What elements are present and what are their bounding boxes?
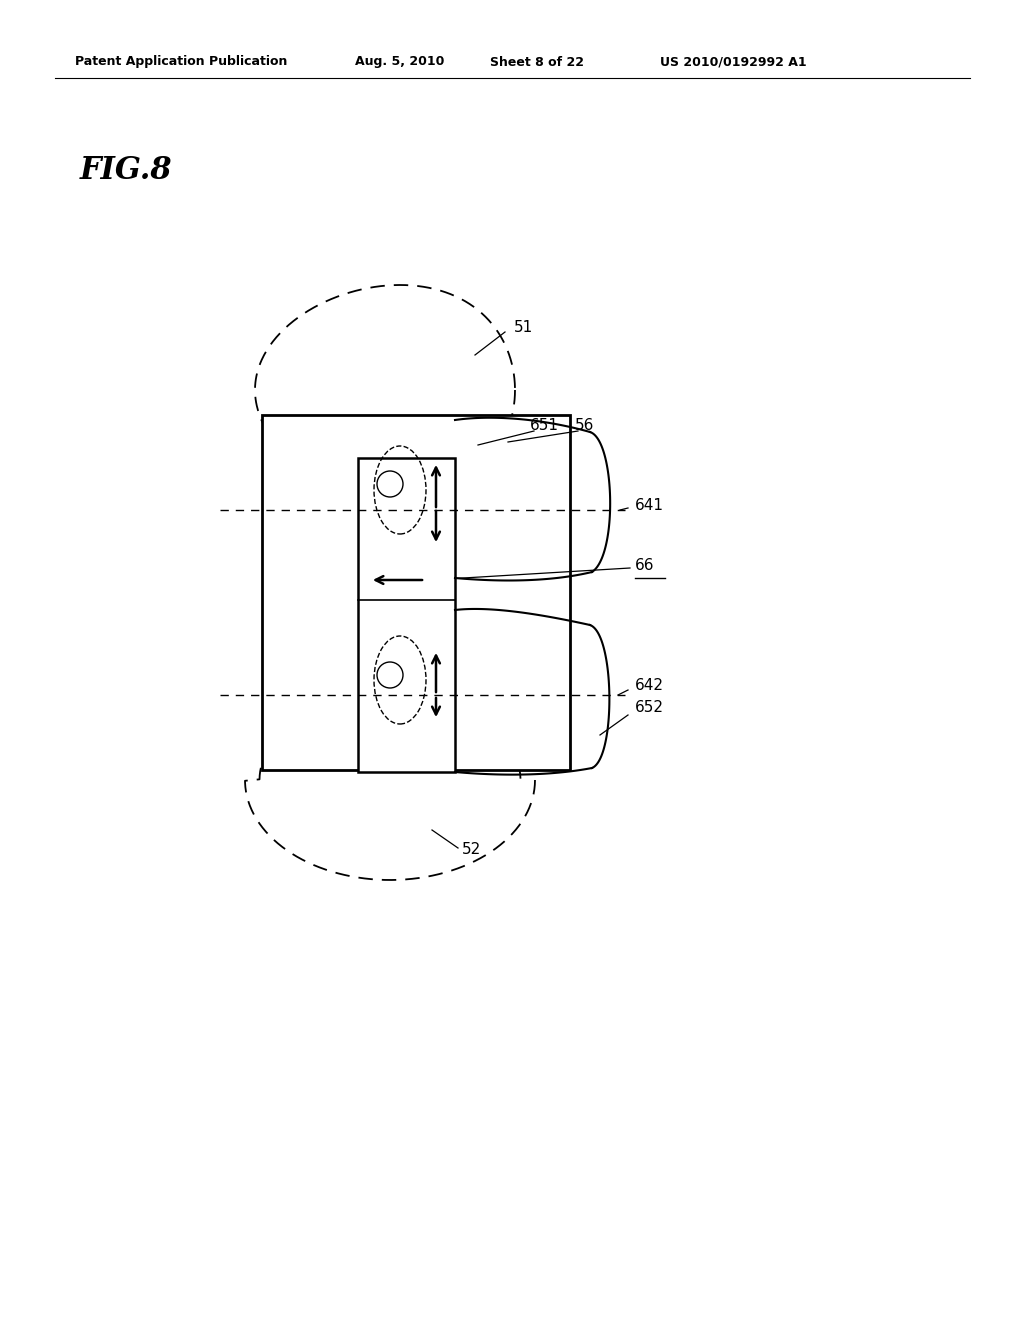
Text: US 2010/0192992 A1: US 2010/0192992 A1 xyxy=(660,55,807,69)
Bar xyxy=(358,458,455,772)
Text: Aug. 5, 2010: Aug. 5, 2010 xyxy=(355,55,444,69)
Text: 652: 652 xyxy=(635,701,664,715)
Circle shape xyxy=(377,663,403,688)
Text: 651: 651 xyxy=(530,417,559,433)
Text: 641: 641 xyxy=(635,498,664,512)
Text: Patent Application Publication: Patent Application Publication xyxy=(75,55,288,69)
Text: Sheet 8 of 22: Sheet 8 of 22 xyxy=(490,55,584,69)
Text: 52: 52 xyxy=(462,842,481,858)
Text: 56: 56 xyxy=(575,417,594,433)
Text: 66: 66 xyxy=(635,557,654,573)
Text: FIG.8: FIG.8 xyxy=(80,154,173,186)
Text: 642: 642 xyxy=(635,677,664,693)
Circle shape xyxy=(377,471,403,498)
Text: 51: 51 xyxy=(514,321,534,335)
Bar xyxy=(262,414,570,770)
